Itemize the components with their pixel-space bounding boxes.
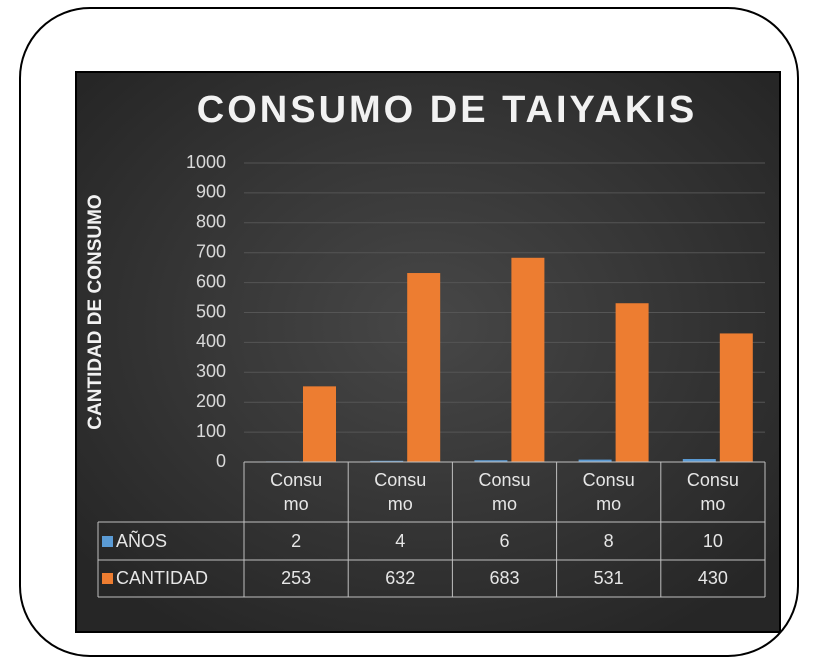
bar [615,303,649,462]
legend-swatch [102,573,113,584]
table-value: 8 [603,530,614,551]
chart-title: CONSUMO DE TAIYAKIS [197,89,697,131]
legend-swatch [102,535,113,547]
table-value: 6 [499,530,510,551]
bar [303,386,336,462]
legend-entry: CANTIDAD [98,560,244,597]
x-tick-label: Consumo [374,470,427,514]
x-tick-label: Consumo [478,470,531,514]
bar [719,333,753,462]
table-value: 10 [702,530,723,551]
x-tick-label: Consumo [582,470,635,514]
y-tick-label: 600 [196,271,226,291]
y-tick-label: 0 [216,451,226,471]
bar [474,460,508,462]
table-value: 531 [593,568,624,588]
category-cell: Consumo [452,462,556,522]
table-value: 253 [281,568,312,588]
category-cell: Consumo [244,462,348,522]
x-tick-label: Consumo [270,470,323,514]
category-cell: Consumo [557,462,661,522]
y-tick-label: 1000 [186,152,226,172]
bar [511,257,545,462]
y-tick-label: 500 [196,301,226,321]
legend-entry: AÑOS [98,522,244,560]
table-value: 4 [395,530,406,551]
table-value: 632 [385,568,416,588]
table-value: 2 [291,530,302,551]
bar [407,273,441,462]
bar [578,459,612,462]
y-tick-label: 700 [196,241,226,261]
legend-label: AÑOS [116,530,168,551]
bar [682,459,716,462]
y-axis-label: CANTIDAD DE CONSUMO [85,194,106,429]
table-value: 683 [489,568,520,588]
legend-label: CANTIDAD [116,568,209,588]
bar [370,460,404,462]
category-cell: Consumo [348,462,452,522]
y-tick-label: 300 [196,361,226,381]
y-tick-label: 400 [196,331,226,351]
x-tick-label: Consumo [686,470,739,514]
y-tick-label: 200 [196,391,226,411]
table-value: 430 [697,568,728,588]
category-cell: Consumo [661,462,765,522]
y-tick-label: 100 [196,421,226,441]
y-tick-label: 900 [196,182,226,202]
y-tick-label: 800 [196,212,226,232]
